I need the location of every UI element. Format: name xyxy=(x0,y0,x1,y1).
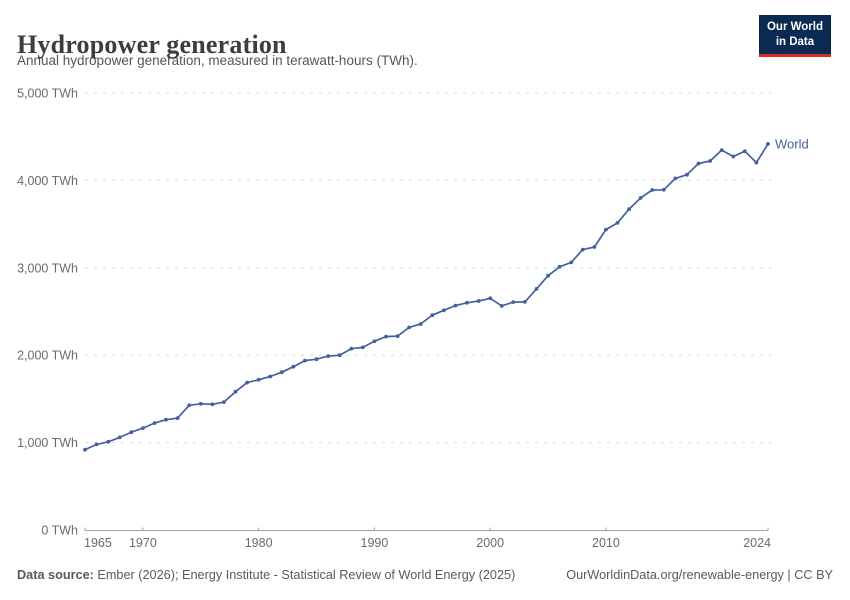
data-point[interactable] xyxy=(245,380,250,385)
y-axis-tick-label: 4,000 TWh xyxy=(17,174,78,188)
data-point[interactable] xyxy=(256,377,261,382)
data-point[interactable] xyxy=(580,247,585,252)
owid-logo-line2: in Data xyxy=(775,35,815,48)
data-point[interactable] xyxy=(152,421,157,425)
data-point[interactable] xyxy=(661,187,666,192)
x-axis-tick-label: 2000 xyxy=(476,536,504,550)
data-point[interactable] xyxy=(222,400,226,404)
y-axis-tick-label: 1,000 TWh xyxy=(17,436,78,450)
data-point[interactable] xyxy=(442,308,446,313)
data-point[interactable] xyxy=(650,188,655,192)
data-point[interactable] xyxy=(430,313,435,318)
chart-subtitle: Annual hydropower generation, measured i… xyxy=(17,53,418,68)
data-point[interactable] xyxy=(210,402,215,407)
data-point[interactable] xyxy=(604,227,608,232)
data-point[interactable] xyxy=(187,403,192,408)
x-axis-tick-label: 1970 xyxy=(129,536,157,550)
data-point[interactable] xyxy=(592,245,597,249)
data-point[interactable] xyxy=(106,439,111,444)
owid-logo-line1: Our World xyxy=(766,21,823,33)
data-point[interactable] xyxy=(291,364,296,369)
data-point[interactable] xyxy=(279,370,284,375)
data-point[interactable] xyxy=(638,196,643,200)
data-point[interactable] xyxy=(754,160,759,165)
data-source-text: Ember (2026); Energy Institute - Statist… xyxy=(93,568,516,582)
data-point[interactable] xyxy=(546,273,550,278)
data-point[interactable] xyxy=(198,401,203,406)
data-point[interactable] xyxy=(499,304,504,308)
owid-license-link[interactable]: OurWorldinData.org/renewable-energy | CC… xyxy=(566,568,833,582)
x-axis-tick-label: 2010 xyxy=(592,536,620,550)
data-point[interactable] xyxy=(326,354,330,358)
data-point[interactable] xyxy=(303,358,307,363)
chart-footer: Data source: Ember (2026); Energy Instit… xyxy=(17,567,833,584)
data-point[interactable] xyxy=(742,149,747,154)
y-axis-tick-label: 2,000 TWh xyxy=(17,349,78,363)
data-point[interactable] xyxy=(337,353,342,358)
y-axis-tick-label: 5,000 TWh xyxy=(17,87,78,101)
data-point[interactable] xyxy=(523,300,527,304)
data-point[interactable] xyxy=(175,416,180,420)
data-point[interactable] xyxy=(360,345,365,350)
data-point[interactable] xyxy=(557,264,562,269)
data-point[interactable] xyxy=(395,334,400,338)
data-point[interactable] xyxy=(615,221,620,225)
data-point[interactable] xyxy=(407,325,411,330)
data-point[interactable] xyxy=(372,339,377,344)
data-point[interactable] xyxy=(349,346,354,351)
data-point[interactable] xyxy=(83,447,87,452)
data-point[interactable] xyxy=(418,322,423,326)
data-source-label: Data source: xyxy=(17,568,94,582)
owid-logo[interactable]: Our World in Data xyxy=(758,15,831,57)
data-point[interactable] xyxy=(627,207,631,212)
data-point[interactable] xyxy=(141,426,145,430)
data-source: Data source: Ember (2026); Energy Instit… xyxy=(17,567,515,584)
data-point[interactable] xyxy=(696,161,701,166)
x-axis-tick-label: 2024 xyxy=(743,536,771,550)
series-label-world[interactable]: World xyxy=(775,136,809,151)
data-point[interactable] xyxy=(511,300,516,304)
data-point[interactable] xyxy=(117,435,122,440)
data-point[interactable] xyxy=(685,172,689,177)
data-point[interactable] xyxy=(164,417,168,422)
data-point[interactable] xyxy=(314,357,319,362)
data-point[interactable] xyxy=(766,142,770,146)
x-axis-tick-label: 1965 xyxy=(84,536,112,550)
data-point[interactable] xyxy=(129,430,134,435)
data-point[interactable] xyxy=(268,374,273,379)
data-point[interactable] xyxy=(453,303,458,308)
data-point[interactable] xyxy=(731,154,736,159)
data-point[interactable] xyxy=(465,300,469,305)
x-axis-tick-label: 1990 xyxy=(361,536,389,550)
series-line-world[interactable] xyxy=(84,143,769,451)
data-point[interactable] xyxy=(708,159,712,163)
data-point[interactable] xyxy=(233,389,238,394)
data-point[interactable] xyxy=(569,260,574,265)
data-point[interactable] xyxy=(476,299,481,303)
y-axis-tick-label: 0 TWh xyxy=(41,524,78,538)
x-axis-tick-label: 1980 xyxy=(245,536,273,550)
page-title: Hydropower generation xyxy=(17,30,287,60)
data-point[interactable] xyxy=(719,148,724,153)
data-point[interactable] xyxy=(384,334,388,339)
data-point[interactable] xyxy=(534,287,539,291)
data-point[interactable] xyxy=(94,442,99,447)
y-axis-tick-label: 3,000 TWh xyxy=(17,261,78,275)
data-point[interactable] xyxy=(673,176,678,181)
data-point[interactable] xyxy=(488,296,493,301)
